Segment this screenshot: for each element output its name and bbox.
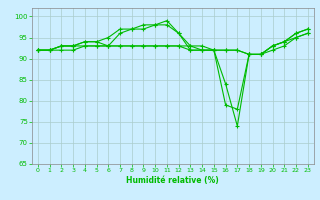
- X-axis label: Humidité relative (%): Humidité relative (%): [126, 176, 219, 185]
